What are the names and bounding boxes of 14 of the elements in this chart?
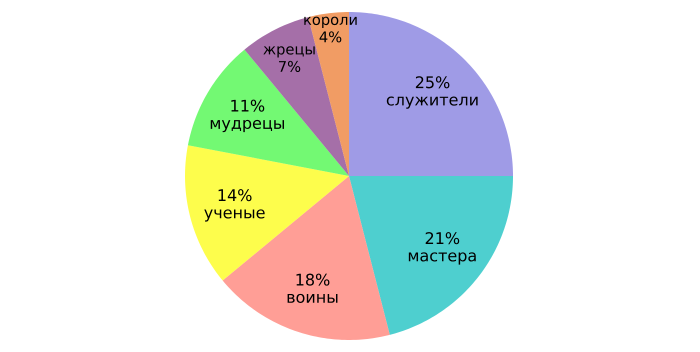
slice-label: служители (386, 96, 478, 109)
slice-label: мастера (408, 252, 476, 265)
data-label: 18% (296, 274, 330, 286)
slice-label: ученые (204, 209, 265, 222)
data-label: 7% (279, 60, 300, 72)
slice-label: мудрецы (210, 120, 284, 132)
data-label: 11% (231, 100, 264, 112)
data-label: 25% (416, 76, 450, 88)
data-label: 21% (426, 232, 460, 244)
slice-label: жрецы (263, 46, 315, 58)
data-label: 4% (320, 31, 342, 42)
slice-label: короли (304, 16, 357, 28)
data-label: 14% (218, 189, 252, 202)
slice-label: воины (288, 294, 338, 304)
